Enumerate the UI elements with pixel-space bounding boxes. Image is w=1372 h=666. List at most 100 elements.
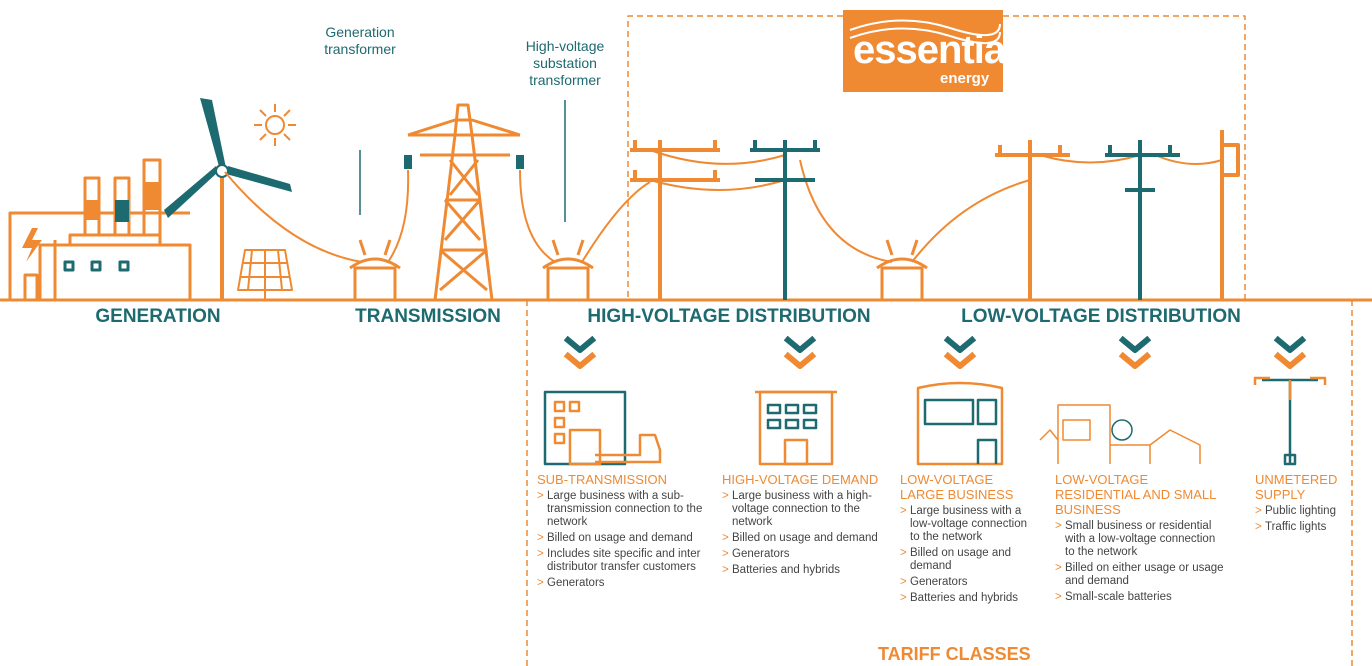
bullet-text: Generators — [910, 576, 968, 589]
shape — [630, 140, 720, 300]
shape — [144, 182, 160, 210]
shape — [164, 166, 218, 218]
shape — [440, 160, 487, 290]
shape — [785, 440, 807, 464]
shape — [238, 250, 292, 300]
shape — [404, 155, 412, 169]
bullet: >Billed on usage and demand — [722, 532, 882, 545]
shape — [1040, 405, 1200, 464]
shape — [1112, 420, 1132, 440]
shape — [1040, 405, 1200, 464]
shape — [200, 98, 226, 170]
shape — [1255, 378, 1325, 400]
shape — [568, 356, 1302, 366]
logo: essential — [853, 28, 1015, 73]
bullet: >Large business with a sub-transmission … — [537, 490, 707, 529]
tariff-class: LOW-VOLTAGE RESIDENTIAL AND SMALL BUSINE… — [1055, 472, 1225, 607]
bullet-marker: > — [900, 592, 910, 605]
tariff-class: UNMETERED SUPPLY >Public lighting>Traffic… — [1255, 472, 1370, 537]
shape — [568, 340, 1302, 350]
bullet-text: Generators — [547, 577, 605, 590]
shape — [568, 356, 1302, 366]
shape — [804, 405, 816, 413]
bullet-marker: > — [900, 505, 910, 544]
shape — [266, 116, 284, 134]
bullet-text: Billed on usage and demand — [732, 532, 878, 545]
bullet-list: > Large business with a high-voltage conn… — [722, 490, 882, 577]
bullet-text: Large business with a high-voltage conne… — [732, 490, 882, 529]
shape — [225, 150, 1222, 262]
bullet-text: Batteries and hybrids — [910, 592, 1018, 605]
shape — [568, 340, 1302, 350]
bullet: >Batteries and hybrids — [900, 592, 1030, 605]
bullet-marker: > — [537, 490, 547, 529]
shape — [555, 402, 660, 464]
bullet-marker: > — [722, 548, 732, 561]
shape — [925, 400, 973, 424]
tariff-name: HIGH-VOLTAGE DEMAND — [722, 472, 882, 487]
bullet: >Billed on usage and demand — [537, 532, 707, 545]
bullet: >Generators — [537, 577, 707, 590]
bullet: >Billed on either usage or usage and dem… — [1055, 562, 1225, 588]
shape — [543, 240, 593, 300]
bullet-text: Large business with a sub-transmission c… — [547, 490, 707, 529]
bullet-marker: > — [537, 532, 547, 545]
bullet: >Large business with a high-voltage conn… — [722, 490, 882, 529]
bullet-list: >Public lighting>Traffic lights — [1255, 505, 1370, 534]
shape — [595, 435, 660, 462]
shape — [925, 400, 996, 464]
bullet-marker: > — [1055, 562, 1065, 588]
shape — [804, 420, 816, 428]
shape — [555, 434, 564, 443]
stage-label: LOW-VOLTAGE DISTRIBUTION — [961, 306, 1241, 328]
tariff-name: SUB-TRANSMISSION — [537, 472, 707, 487]
logo-tagline: energy — [940, 70, 989, 87]
shape — [978, 440, 996, 464]
bullet-text: Generators — [732, 548, 790, 561]
bullet-marker: > — [537, 577, 547, 590]
shape — [650, 150, 1030, 262]
shape — [254, 104, 296, 146]
bullet-text: Large business with a low-voltage connec… — [910, 505, 1030, 544]
shape — [65, 262, 73, 270]
bullet: >Public lighting — [1255, 505, 1370, 518]
bullet-marker: > — [537, 548, 547, 574]
tariff-class: HIGH-VOLTAGE DEMAND > Large business with … — [722, 472, 882, 580]
bullet-list: >Small business or residential with a lo… — [1055, 520, 1225, 604]
bullet: >Generators — [900, 576, 1030, 589]
bullet-marker: > — [900, 547, 910, 573]
bullet-marker: > — [1055, 520, 1065, 559]
tariff-title: TARIFF CLASSES — [878, 644, 1031, 665]
shape — [216, 165, 228, 177]
shape — [226, 166, 292, 192]
shape — [786, 420, 798, 428]
bullet-text: Includes site specific and inter distrib… — [547, 548, 707, 574]
bullet-list: >Large business with a low-voltage conne… — [900, 505, 1030, 605]
bullet-list: >Large business with a sub-transmission … — [537, 490, 707, 590]
shape — [750, 140, 820, 300]
callout: Generation transformer — [305, 24, 415, 58]
bullet-text: Billed on usage and demand — [910, 547, 1030, 573]
shape — [570, 430, 600, 464]
shape — [555, 418, 564, 427]
shape — [350, 240, 400, 300]
shape — [545, 378, 1325, 464]
bullet-text: Billed on either usage or usage and dema… — [1065, 562, 1225, 588]
shape — [516, 155, 524, 169]
page: essential energy Generation transformer … — [0, 0, 1372, 666]
shape — [555, 402, 564, 411]
shape — [1105, 140, 1180, 300]
shape — [115, 200, 129, 222]
tariff-name: UNMETERED SUPPLY — [1255, 472, 1370, 502]
shape — [768, 405, 816, 428]
shape — [978, 400, 996, 424]
shape — [768, 420, 780, 428]
shape — [570, 402, 579, 411]
shape — [786, 405, 798, 413]
stage-label: HIGH-VOLTAGE DISTRIBUTION — [587, 306, 870, 328]
bullet: >Small-scale batteries — [1055, 591, 1225, 604]
bullet-text: Public lighting — [1265, 505, 1336, 518]
shape — [750, 140, 820, 300]
shape — [120, 262, 128, 270]
shape — [254, 104, 296, 146]
